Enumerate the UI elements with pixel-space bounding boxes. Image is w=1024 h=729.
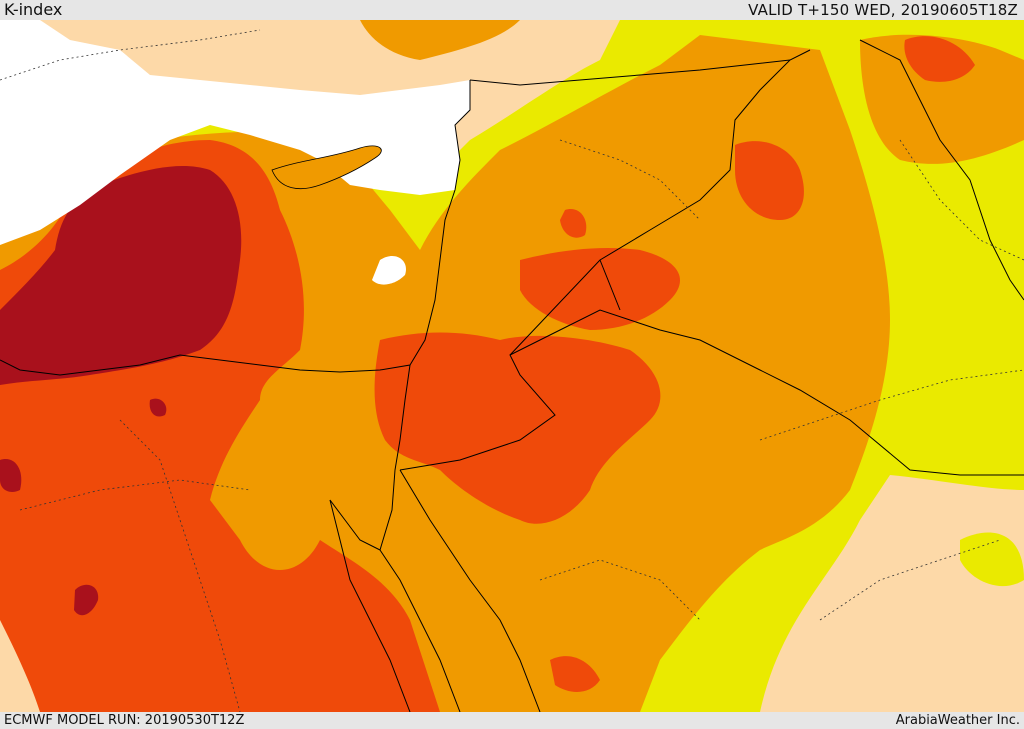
province-borders: [0, 29, 1024, 712]
country-borders: [0, 39, 1024, 712]
cyprus-island: [271, 145, 382, 190]
credit-label: ArabiaWeather Inc.: [895, 713, 1020, 728]
header-bar: K-index VALID T+150 WED, 20190605T18Z: [0, 0, 1024, 20]
model-run-label: ECMWF MODEL RUN: 20190530T12Z: [4, 713, 245, 728]
map-title: K-index: [4, 0, 63, 19]
mediterranean-sea: [0, 20, 470, 245]
valid-time: VALID T+150 WED, 20190605T18Z: [748, 1, 1018, 19]
map-canvas: [0, 20, 1024, 712]
k-index-highest-area: [0, 165, 242, 385]
k-index-map: [0, 20, 1024, 712]
footer-bar: ECMWF MODEL RUN: 20190530T12Z ArabiaWeat…: [0, 712, 1024, 729]
